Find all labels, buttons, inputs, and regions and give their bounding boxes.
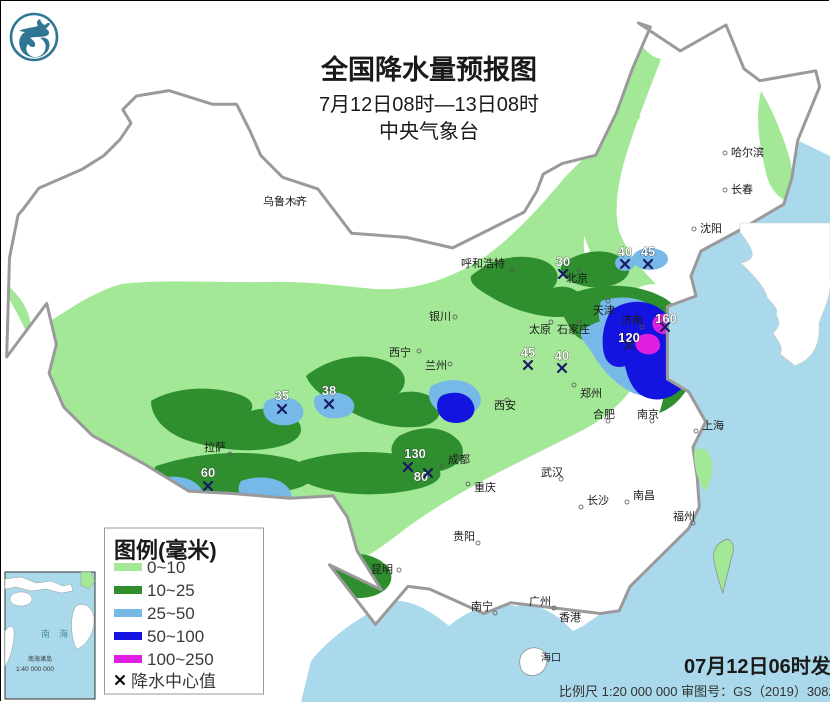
svg-text:100~250: 100~250 xyxy=(147,650,214,669)
svg-text:降水中心值: 降水中心值 xyxy=(131,672,216,691)
svg-text:7月12日08时—13日08时: 7月12日08时—13日08时 xyxy=(319,93,539,116)
svg-text:40: 40 xyxy=(618,244,632,259)
svg-text:130: 130 xyxy=(404,446,426,461)
svg-text:兰州: 兰州 xyxy=(425,359,447,372)
svg-text:45: 45 xyxy=(641,244,655,259)
svg-text:武汉: 武汉 xyxy=(541,466,563,479)
svg-text:海口: 海口 xyxy=(541,651,561,664)
svg-text:济南: 济南 xyxy=(621,313,643,327)
svg-text:07月12日06时发布: 07月12日06时发布 xyxy=(684,654,830,678)
svg-text:郑州: 郑州 xyxy=(580,386,602,400)
svg-text:160: 160 xyxy=(655,311,677,326)
svg-text:10~25: 10~25 xyxy=(147,581,195,600)
svg-text:0~10: 0~10 xyxy=(147,558,185,577)
svg-text:银川: 银川 xyxy=(429,309,451,323)
svg-text:35: 35 xyxy=(275,388,289,403)
svg-text:贵阳: 贵阳 xyxy=(453,530,475,543)
svg-text:全国降水量预报图: 全国降水量预报图 xyxy=(320,54,537,85)
svg-text:太原: 太原 xyxy=(529,323,551,336)
svg-text:38: 38 xyxy=(322,383,336,398)
svg-text:成都: 成都 xyxy=(448,453,470,466)
svg-text:50~100: 50~100 xyxy=(147,627,204,646)
svg-text:天津: 天津 xyxy=(593,304,615,317)
svg-text:南宁: 南宁 xyxy=(471,599,493,613)
svg-text:长沙: 长沙 xyxy=(587,494,609,507)
svg-text:120: 120 xyxy=(618,330,640,345)
svg-text:25~50: 25~50 xyxy=(147,604,195,623)
svg-text:合肥: 合肥 xyxy=(593,407,615,421)
svg-text:长春: 长春 xyxy=(731,183,753,196)
svg-text:西宁: 西宁 xyxy=(389,345,411,359)
svg-text:比例尺 1:20 000 000 审图号：GS（201: 比例尺 1:20 000 000 审图号：GS（2019）3082号 xyxy=(559,684,830,699)
svg-text:南 海: 南 海 xyxy=(41,628,68,639)
svg-text:上海: 上海 xyxy=(702,418,724,432)
svg-text:昆明: 昆明 xyxy=(371,563,393,576)
svg-text:北京: 北京 xyxy=(566,271,588,285)
svg-text:哈尔滨: 哈尔滨 xyxy=(731,145,764,159)
svg-text:福州: 福州 xyxy=(673,509,695,523)
svg-text:南京: 南京 xyxy=(637,407,659,421)
svg-text:沈阳: 沈阳 xyxy=(700,221,722,235)
svg-text:中央气象台: 中央气象台 xyxy=(379,120,479,143)
svg-text:西安: 西安 xyxy=(494,398,516,412)
svg-text:45: 45 xyxy=(521,345,535,360)
svg-text:1:40 000 000: 1:40 000 000 xyxy=(16,666,54,673)
svg-text:石家庄: 石家庄 xyxy=(557,322,590,336)
svg-text:广州: 广州 xyxy=(529,595,551,608)
svg-text:香港: 香港 xyxy=(559,611,581,624)
svg-text:南昌: 南昌 xyxy=(633,489,655,502)
svg-text:30: 30 xyxy=(556,254,570,269)
svg-text:60: 60 xyxy=(201,465,215,480)
svg-text:40: 40 xyxy=(555,348,569,363)
svg-text:乌鲁木齐: 乌鲁木齐 xyxy=(263,194,307,208)
svg-text:呼和浩特: 呼和浩特 xyxy=(461,256,505,270)
svg-text:拉萨: 拉萨 xyxy=(204,440,226,454)
svg-text:南海诸岛: 南海诸岛 xyxy=(28,655,52,663)
svg-text:重庆: 重庆 xyxy=(474,480,496,494)
